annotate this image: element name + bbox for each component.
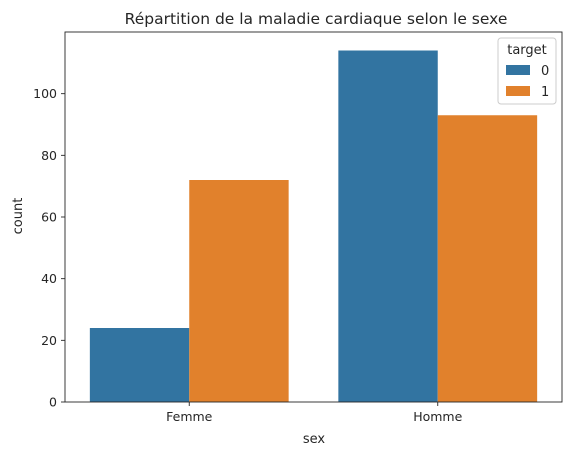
x-axis-label: sex [303, 432, 326, 447]
bar-homme-target-1 [437, 115, 538, 402]
bar-femme-target-0 [89, 328, 190, 402]
y-tick-label: 0 [49, 395, 57, 410]
y-tick-label: 60 [41, 210, 57, 225]
bar-femme-target-1 [189, 180, 289, 402]
legend-title: target [507, 43, 547, 58]
x-tick-label: Femme [166, 409, 213, 424]
y-tick-label: 80 [41, 148, 57, 163]
y-tick-label: 40 [41, 271, 57, 286]
y-tick-label: 100 [33, 86, 57, 101]
y-axis-label: count [11, 198, 26, 235]
legend-label-1: 1 [541, 85, 549, 100]
x-tick-label: Homme [413, 409, 462, 424]
bar-homme-target-0 [338, 50, 438, 402]
plot-frame [64, 31, 563, 403]
legend-swatch-0 [506, 65, 530, 75]
y-tick-label: 20 [41, 333, 57, 348]
legend: target 0 1 [497, 37, 557, 105]
legend-label-0: 0 [541, 64, 549, 79]
chart-title: Répartition de la maladie cardiaque selo… [125, 10, 508, 28]
legend-swatch-1 [506, 86, 530, 96]
